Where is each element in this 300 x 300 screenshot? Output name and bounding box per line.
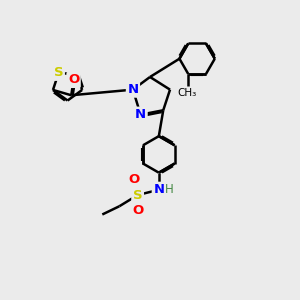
Text: O: O	[68, 74, 79, 86]
Text: O: O	[128, 173, 140, 186]
Text: H: H	[165, 183, 173, 196]
Text: N: N	[135, 108, 146, 121]
Text: N: N	[153, 183, 164, 196]
Text: S: S	[54, 66, 63, 79]
Text: CH₃: CH₃	[177, 88, 196, 98]
Text: S: S	[133, 189, 142, 202]
Text: N: N	[128, 83, 139, 96]
Text: O: O	[132, 204, 143, 217]
